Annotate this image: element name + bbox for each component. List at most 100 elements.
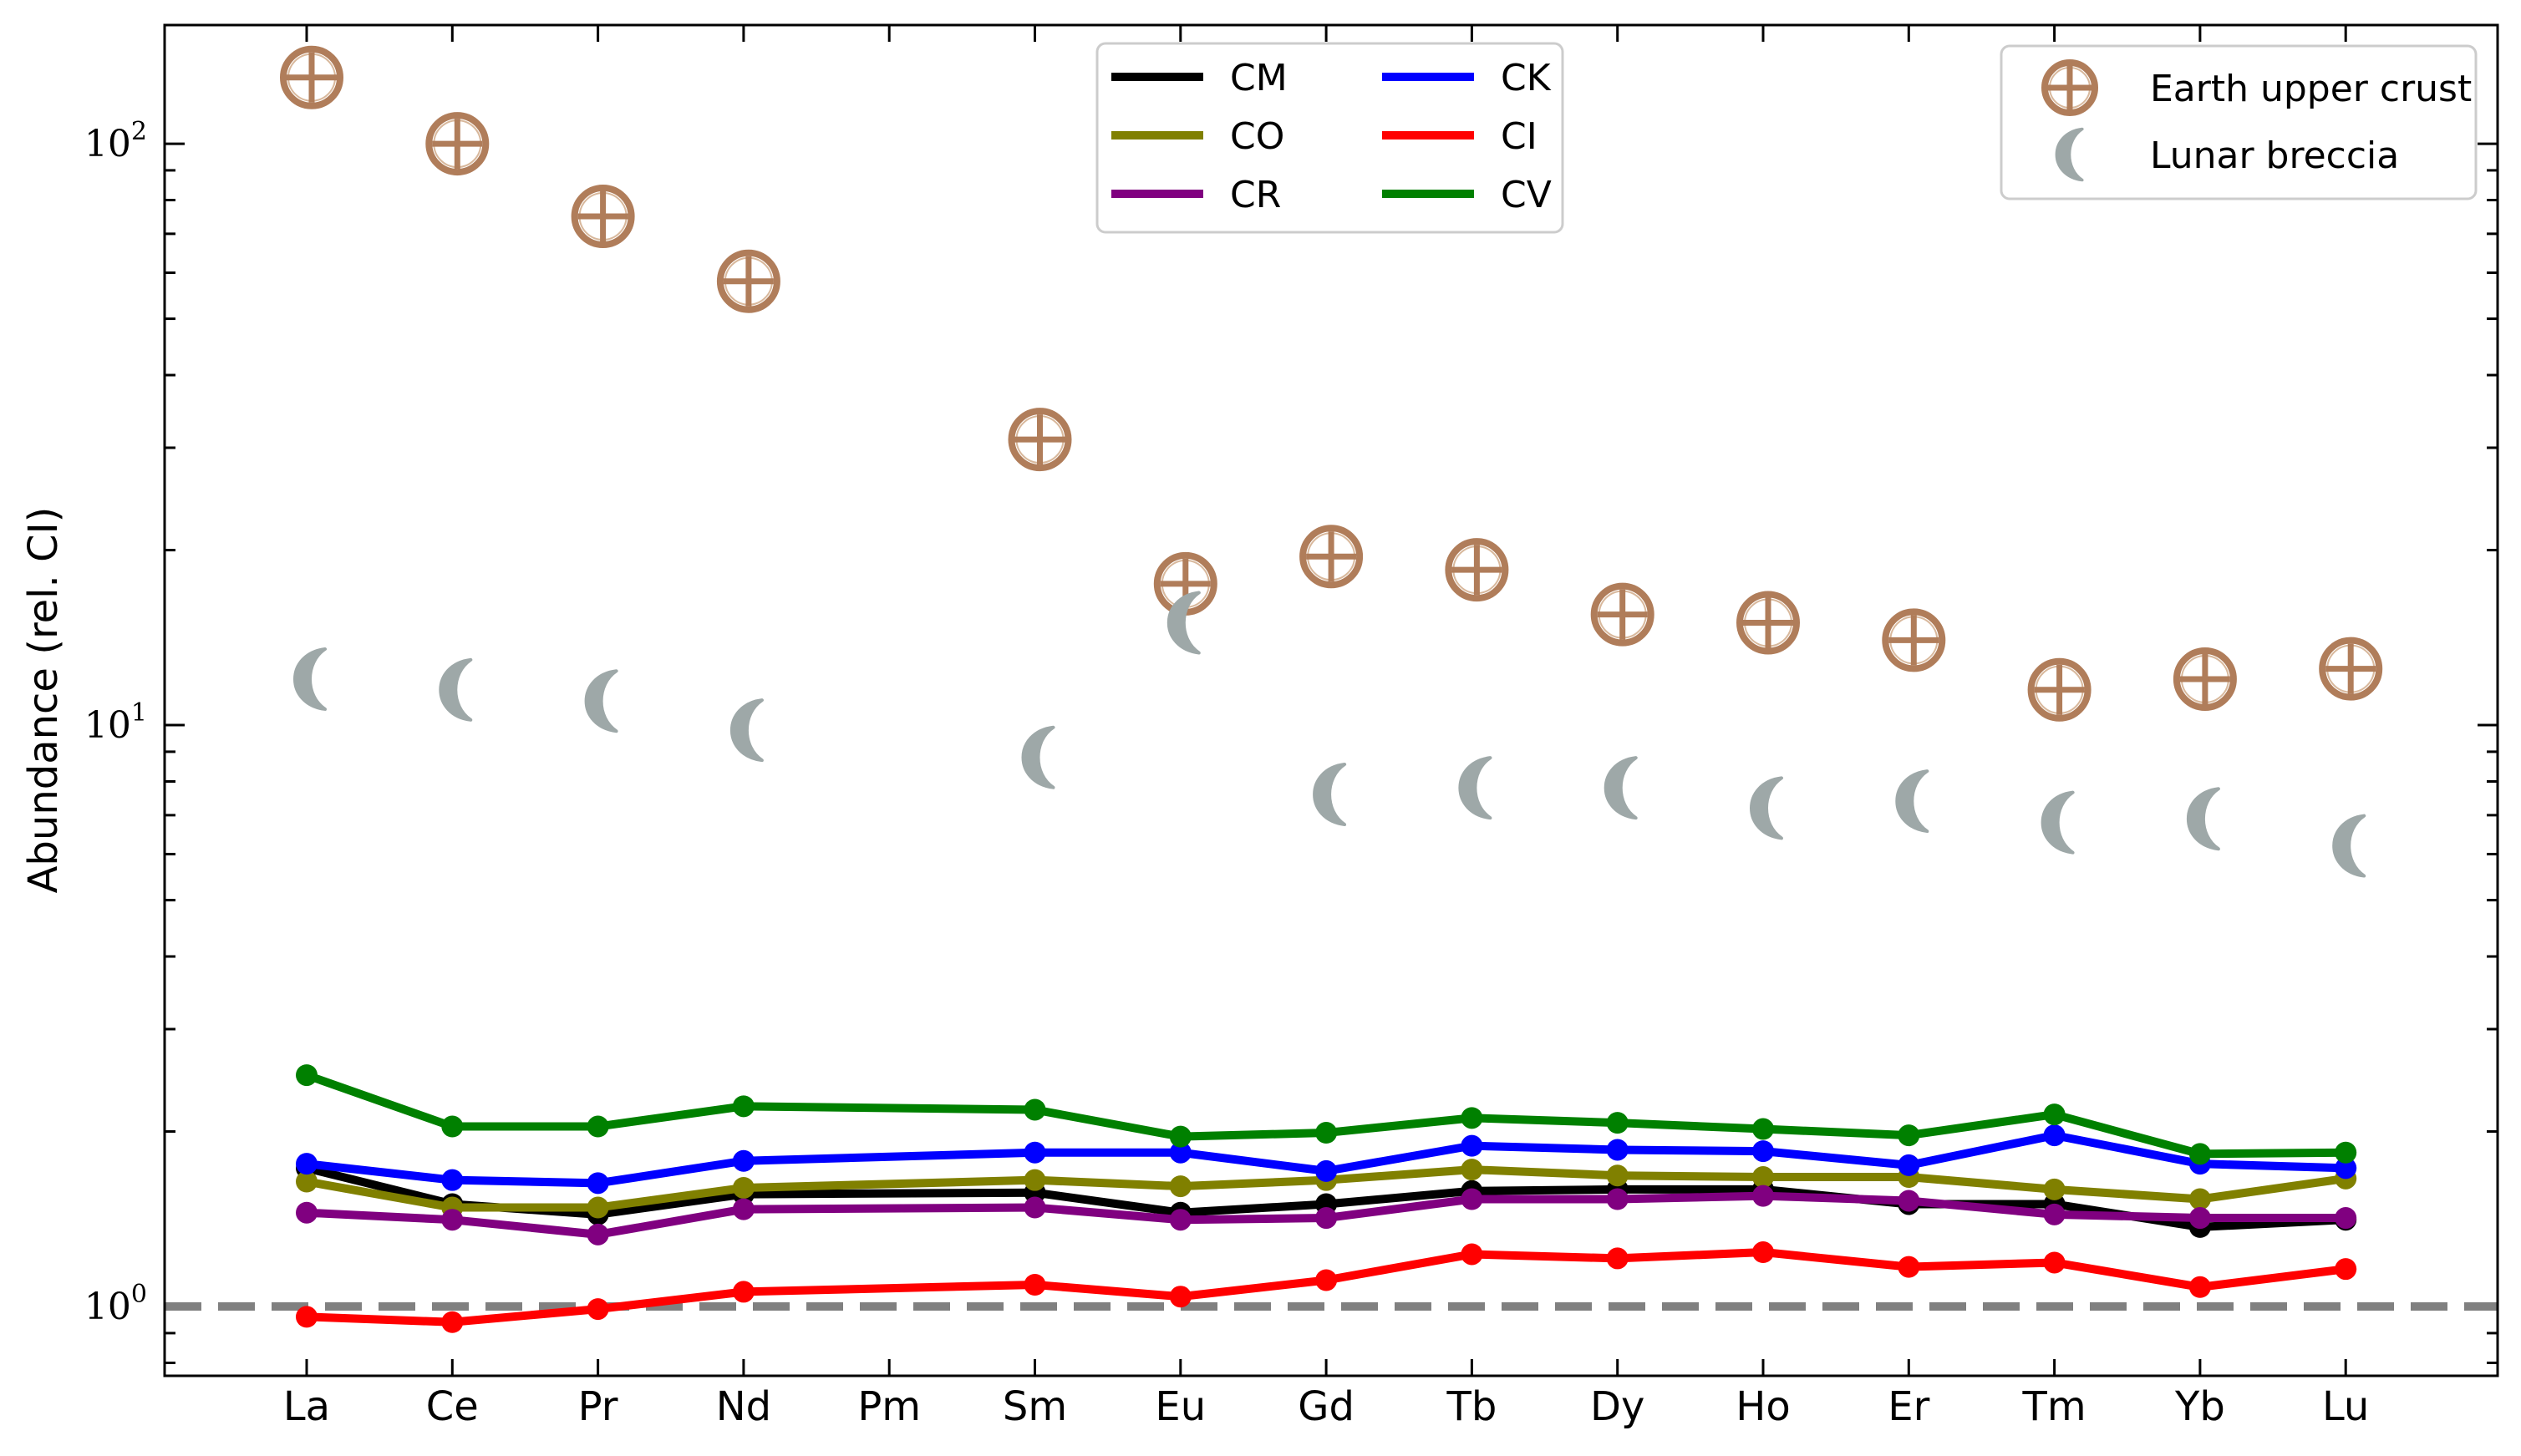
legend-label: Lunar breccia xyxy=(2150,134,2399,177)
x-tick-label: Dy xyxy=(1590,1383,1644,1430)
crescent-moon-icon xyxy=(730,698,764,763)
legend-label: CM xyxy=(1230,57,1288,99)
crescent-moon-icon xyxy=(1313,763,1347,827)
x-tick-label: Yb xyxy=(2174,1383,2225,1430)
data-point xyxy=(296,1306,318,1328)
data-point xyxy=(1752,1118,1774,1140)
series-line xyxy=(302,1164,2351,1231)
data-point xyxy=(1606,1139,1629,1161)
data-point xyxy=(1752,1166,1774,1189)
data-point xyxy=(441,1169,464,1191)
data-point xyxy=(1461,1159,1483,1181)
legend-label: CK xyxy=(1501,57,1552,99)
plot-frame xyxy=(163,23,2499,1377)
data-point xyxy=(1898,1256,1920,1278)
data-point xyxy=(2043,1103,2066,1126)
data-point xyxy=(1461,1134,1483,1157)
series-CK xyxy=(296,1124,2357,1195)
crescent-moon-icon xyxy=(439,657,473,722)
data-point xyxy=(1315,1159,1338,1182)
data-point xyxy=(1606,1188,1629,1210)
data-point xyxy=(2188,1188,2211,1210)
data-point xyxy=(1606,1247,1629,1270)
circle-plus-icon xyxy=(2319,637,2383,701)
legend-label: CR xyxy=(1230,174,1281,216)
data-point xyxy=(732,1149,755,1172)
data-point xyxy=(1315,1122,1338,1144)
circle-plus-icon xyxy=(571,185,635,249)
series-line xyxy=(302,1191,2351,1239)
data-point xyxy=(1024,1141,1046,1164)
data-point xyxy=(732,1281,755,1303)
circle-plus-icon xyxy=(1445,538,1509,602)
marker-series xyxy=(280,45,2383,722)
data-point xyxy=(1315,1269,1338,1291)
crescent-moon-icon xyxy=(1604,756,1638,820)
data-point xyxy=(1169,1125,1192,1148)
circle-plus-icon xyxy=(2027,657,2092,722)
legend-label: CV xyxy=(1501,174,1552,216)
data-point xyxy=(1898,1124,1920,1147)
legend-label: CO xyxy=(1230,115,1284,158)
data-point xyxy=(1169,1209,1192,1231)
x-tick-label: Pm xyxy=(857,1383,921,1430)
data-point xyxy=(296,1170,318,1193)
crescent-moon-icon xyxy=(1167,591,1201,655)
circle-plus-icon xyxy=(2041,59,2098,116)
data-point xyxy=(441,1115,464,1138)
data-point xyxy=(1024,1098,1046,1121)
data-point xyxy=(296,1153,318,1175)
x-tick-label: Lu xyxy=(2322,1383,2369,1430)
x-tick-label: Tb xyxy=(1446,1383,1497,1430)
x-tick-label: Ho xyxy=(1736,1383,1790,1430)
x-tick-labels: La Ce Pr Nd Pm Sm Eu Gd Tb Dy Ho Er Tm Yb Lu xyxy=(283,1383,2369,1430)
series-line xyxy=(302,1131,2351,1188)
data-point xyxy=(2188,1143,2211,1165)
circle-plus-icon xyxy=(1299,525,1364,589)
data-point xyxy=(441,1311,464,1333)
x-tick-label: Nd xyxy=(716,1383,771,1430)
data-point xyxy=(2043,1203,2066,1225)
data-point xyxy=(2335,1141,2357,1164)
data-point xyxy=(1898,1190,1920,1212)
circle-plus-icon xyxy=(1590,582,1654,647)
legend-box xyxy=(1095,42,1564,234)
crescent-moon-icon xyxy=(2041,790,2075,855)
data-point xyxy=(441,1209,464,1231)
legend-label: Earth upper crust xyxy=(2150,68,2472,110)
legend-label: CI xyxy=(1501,115,1538,158)
data-point xyxy=(2335,1207,2357,1230)
crescent-moon-icon xyxy=(1021,725,1055,789)
circle-plus-icon xyxy=(280,45,343,109)
crescent-moon-icon xyxy=(2055,127,2084,182)
data-point xyxy=(587,1223,609,1245)
data-point xyxy=(1461,1107,1483,1129)
series-line xyxy=(302,1071,2351,1159)
x-tick-label: Sm xyxy=(1003,1383,1067,1430)
crescent-moon-icon xyxy=(1895,769,1929,834)
data-point xyxy=(2335,1258,2357,1281)
x-tick-label: Eu xyxy=(1155,1383,1206,1430)
legend-meteorite-groups: CM CO CR CK CI CV xyxy=(1095,42,1564,234)
data-point xyxy=(1898,1154,1920,1176)
circle-plus-icon xyxy=(1736,591,1800,655)
crescent-moon-icon xyxy=(1750,776,1783,840)
x-tick-label: Er xyxy=(1888,1383,1929,1430)
x-tick-label: Pr xyxy=(578,1383,618,1430)
data-point xyxy=(1024,1169,1046,1191)
x-tick-label: La xyxy=(283,1383,330,1430)
data-point xyxy=(1315,1207,1338,1230)
plot-data xyxy=(165,45,2498,1333)
data-point xyxy=(2043,1178,2066,1200)
data-point xyxy=(1169,1141,1192,1164)
data-point xyxy=(2043,1124,2066,1147)
crescent-moon-icon xyxy=(2187,787,2220,851)
data-point xyxy=(2188,1276,2211,1298)
crescent-moon-icon xyxy=(584,669,618,733)
circle-plus-icon xyxy=(1008,408,1072,472)
legend-box xyxy=(2000,44,2478,200)
series-CI xyxy=(296,1241,2357,1333)
data-point xyxy=(1024,1196,1046,1219)
data-point xyxy=(587,1115,609,1138)
x-tick-label: Tm xyxy=(2022,1383,2086,1430)
